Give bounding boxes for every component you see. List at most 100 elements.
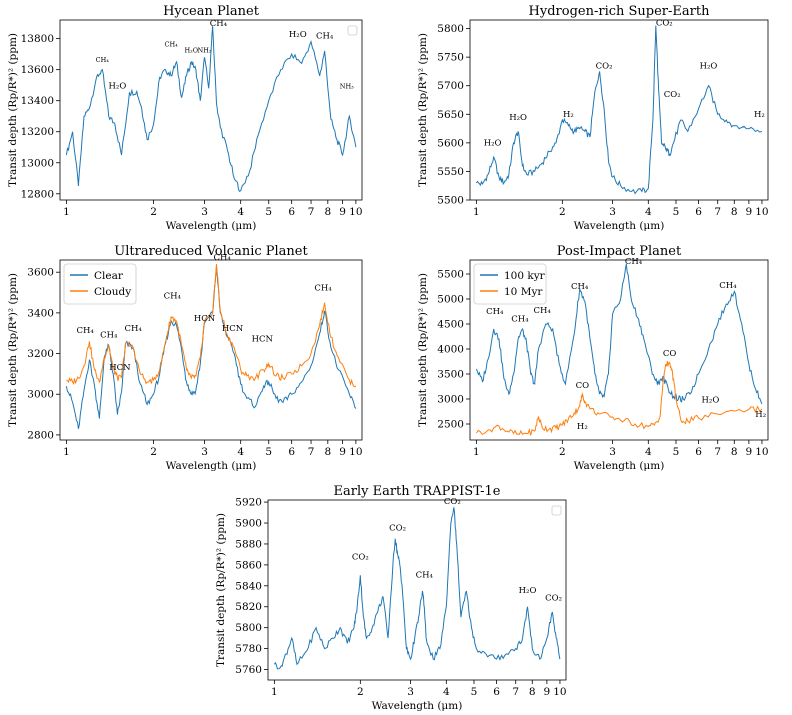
annotation-label: CO₂ [389, 523, 406, 533]
x-tick-label: 6 [288, 206, 295, 218]
plot-frame [59, 19, 363, 201]
x-tick-label: 9 [339, 206, 346, 218]
annotation-label: CH₄ [316, 32, 334, 42]
annotation-label: HCN [222, 324, 244, 334]
legend-box [551, 505, 562, 516]
legend: Clear Cloudy [63, 263, 137, 305]
y-tick-label: 5800 [437, 23, 464, 35]
y-tick-label: 5500 [437, 269, 464, 281]
x-tick-label: 4 [645, 206, 652, 218]
chart-title: Hycean Planet [163, 4, 260, 19]
y-tick-label: 5000 [437, 294, 464, 306]
plot-frame [469, 259, 769, 441]
x-tick-label: 9 [746, 206, 753, 218]
annotation-label: H₂O [184, 47, 198, 55]
y-tick-label: 3000 [27, 389, 54, 401]
y-tick-label: 5550 [437, 166, 464, 178]
annotation-label: CH₄ [511, 315, 529, 325]
annotation-label: HCN [252, 334, 274, 344]
x-tick-label: 1 [271, 686, 278, 698]
y-tick-label: 3600 [27, 267, 54, 279]
x-tick-label: 10 [755, 446, 768, 458]
annotation-label: CO₂ [545, 593, 562, 603]
annotation-label: CO₂ [656, 19, 673, 29]
x-tick-label: 10 [349, 446, 362, 458]
y-tick-label: 5780 [235, 643, 262, 655]
annotation-label: CH₄ [165, 40, 179, 48]
series-line-clear [65, 266, 357, 429]
x-tick-label: 9 [746, 446, 753, 458]
annotation-label: H₂O [289, 30, 307, 40]
x-tick-label: 7 [512, 686, 519, 698]
chart-title: Early Earth TRAPPIST-1e [333, 484, 500, 499]
annotation-label: CH₄ [76, 326, 94, 336]
plot-frame [469, 19, 769, 201]
annotation-label: H₂O [519, 586, 537, 596]
y-tick-label: 3000 [437, 394, 464, 406]
y-tick-label: 5750 [437, 52, 464, 64]
series-line [65, 26, 357, 192]
x-tick-label: 6 [493, 686, 500, 698]
chart-title: Post-Impact Planet [557, 244, 682, 259]
y-tick-label: 5760 [235, 664, 262, 676]
x-tick-label: 1 [63, 446, 70, 458]
chart-title: Ultrareduced Volcanic Planet [114, 244, 308, 259]
legend-box [473, 263, 547, 305]
annotation-label: CH₄ [571, 282, 589, 292]
annotation-label: H₂ [755, 410, 766, 420]
x-tick-label: 7 [714, 446, 721, 458]
y-tick-label: 3400 [27, 307, 54, 319]
x-tick-label: 9 [339, 446, 346, 458]
x-tick-label: 10 [553, 686, 566, 698]
x-tick-label: 3 [201, 206, 208, 218]
x-tick-label: 3 [609, 206, 616, 218]
annotation-label: CO [576, 381, 590, 391]
panel-4: 1 2 3 4 5 6 7 8 9 10 2500 3000 3500 4000 4500 5000 5500 P… [417, 244, 769, 472]
y-tick-label: 5920 [235, 497, 262, 509]
legend-label: 10 Myr [504, 286, 543, 298]
x-tick-label: 9 [544, 686, 551, 698]
y-tick-label: 2500 [437, 419, 464, 431]
annotation-label: CH₄ [164, 292, 182, 302]
y-tick-label: 5650 [437, 109, 464, 121]
x-tick-label: 7 [308, 206, 315, 218]
annotation-label: CO₂ [352, 553, 369, 563]
x-tick-label: 5 [471, 686, 478, 698]
annotation-label: CH₄ [314, 284, 332, 294]
y-tick-label: 13400 [21, 95, 54, 107]
x-tick-label: 4 [645, 446, 652, 458]
legend-label: 100 kyr [504, 270, 546, 282]
y-tick-label: 2800 [27, 429, 54, 441]
x-tick-label: 5 [265, 446, 272, 458]
annotation-label: CH₄ [719, 281, 737, 291]
y-axis-label: Transit depth (Rp/R*)² (ppm) [215, 513, 227, 667]
panel-3: 1 2 3 4 5 6 7 8 9 10 2800 3000 3200 3400 3600 Ultraredu… [7, 244, 363, 472]
x-tick-label: 8 [529, 686, 536, 698]
annotation-label: CO₂ [444, 497, 461, 507]
x-tick-label: 7 [714, 206, 721, 218]
y-tick-label: 5800 [235, 622, 262, 634]
y-tick-label: 5880 [235, 538, 262, 550]
x-tick-label: 6 [695, 446, 702, 458]
annotation-label: CO₂ [596, 62, 613, 72]
legend-box [63, 263, 137, 305]
x-tick-label: 1 [473, 446, 480, 458]
legend-box [347, 25, 358, 36]
plot-frame [267, 499, 567, 681]
x-tick-label: 8 [324, 206, 331, 218]
x-tick-label: 2 [559, 206, 566, 218]
y-axis-label: Transit depth (Rp/R*)² (ppm) [7, 33, 19, 187]
y-tick-label: 13000 [21, 157, 54, 169]
y-tick-label: 5900 [235, 518, 262, 530]
x-tick-label: 8 [731, 446, 738, 458]
x-tick-label: 10 [755, 206, 768, 218]
annotation-label: H₂O [509, 113, 527, 123]
x-tick-label: 3 [201, 446, 208, 458]
annotation-label: CH₄ [625, 257, 643, 267]
x-tick-label: 1 [63, 206, 70, 218]
x-tick-label: 4 [443, 686, 450, 698]
annotation-label: CH₄ [416, 570, 434, 580]
x-axis-label: Wavelength (μm) [574, 220, 665, 232]
annotation-label: H₂O [484, 139, 502, 149]
y-tick-label: 13600 [21, 64, 54, 76]
